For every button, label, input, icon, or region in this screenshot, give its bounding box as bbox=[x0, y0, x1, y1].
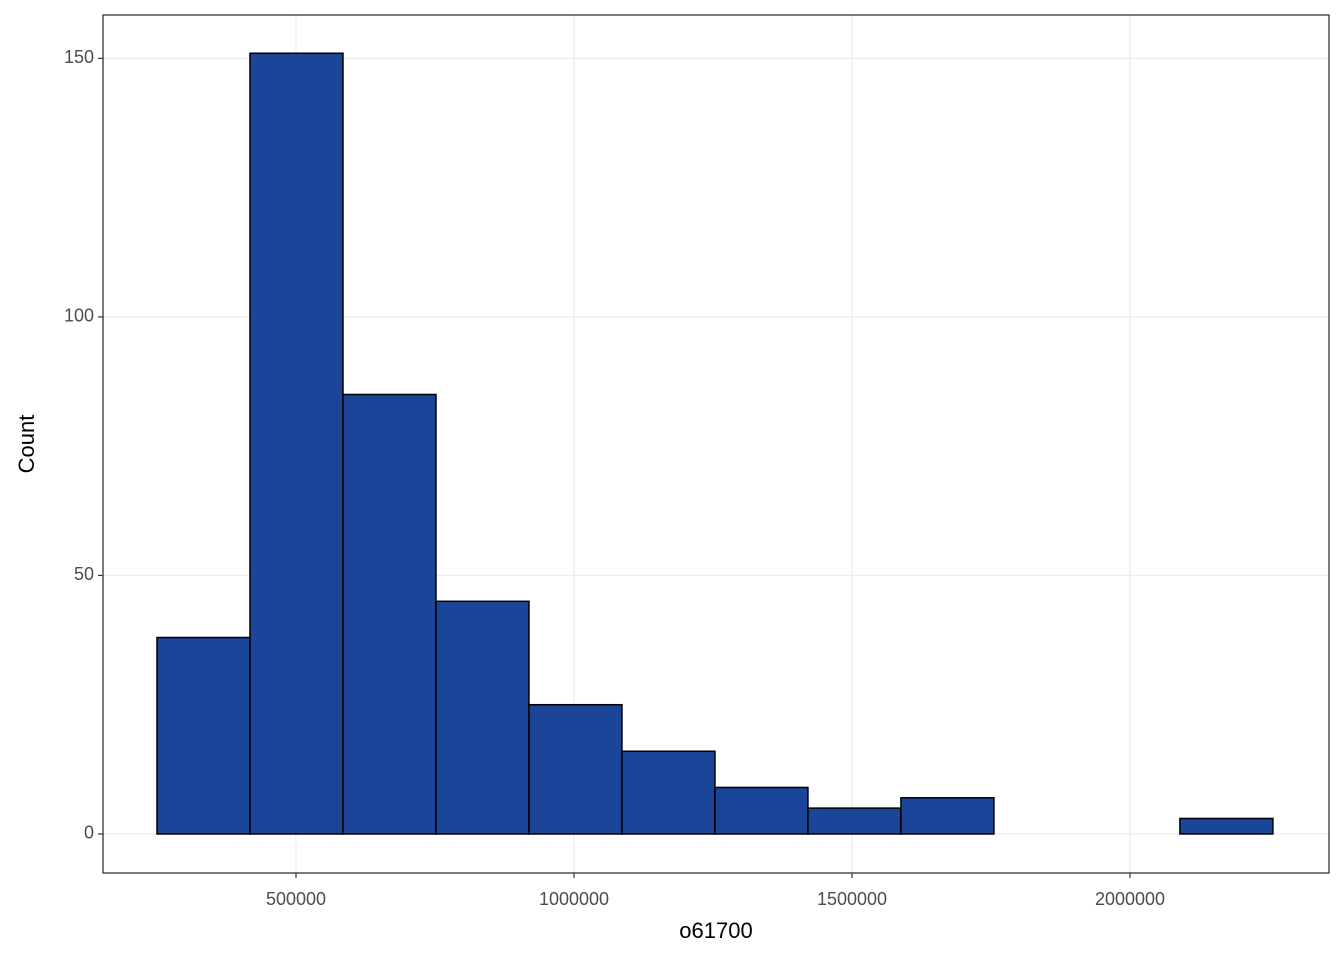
panel-border bbox=[102, 14, 1330, 874]
bar bbox=[342, 393, 437, 835]
x-tick-label: 1000000 bbox=[539, 889, 609, 909]
x-tick-label: 500000 bbox=[266, 889, 326, 909]
bar bbox=[807, 807, 902, 835]
bar bbox=[900, 797, 995, 835]
x-axis-title: o61700 bbox=[679, 918, 752, 943]
bar bbox=[435, 600, 530, 835]
y-axis-title: Count bbox=[14, 415, 39, 474]
x-tick-label: 2000000 bbox=[1095, 889, 1165, 909]
y-tick-label: 150 bbox=[64, 47, 94, 67]
bar bbox=[1179, 817, 1274, 835]
y-tick-label: 100 bbox=[64, 306, 94, 326]
y-tick-label: 0 bbox=[84, 823, 94, 843]
bar bbox=[528, 703, 623, 835]
bar bbox=[621, 750, 716, 835]
bar bbox=[156, 636, 251, 835]
bar bbox=[714, 786, 809, 835]
bar bbox=[249, 52, 344, 835]
x-tick-label: 1500000 bbox=[817, 889, 887, 909]
y-tick-label: 50 bbox=[74, 564, 94, 584]
